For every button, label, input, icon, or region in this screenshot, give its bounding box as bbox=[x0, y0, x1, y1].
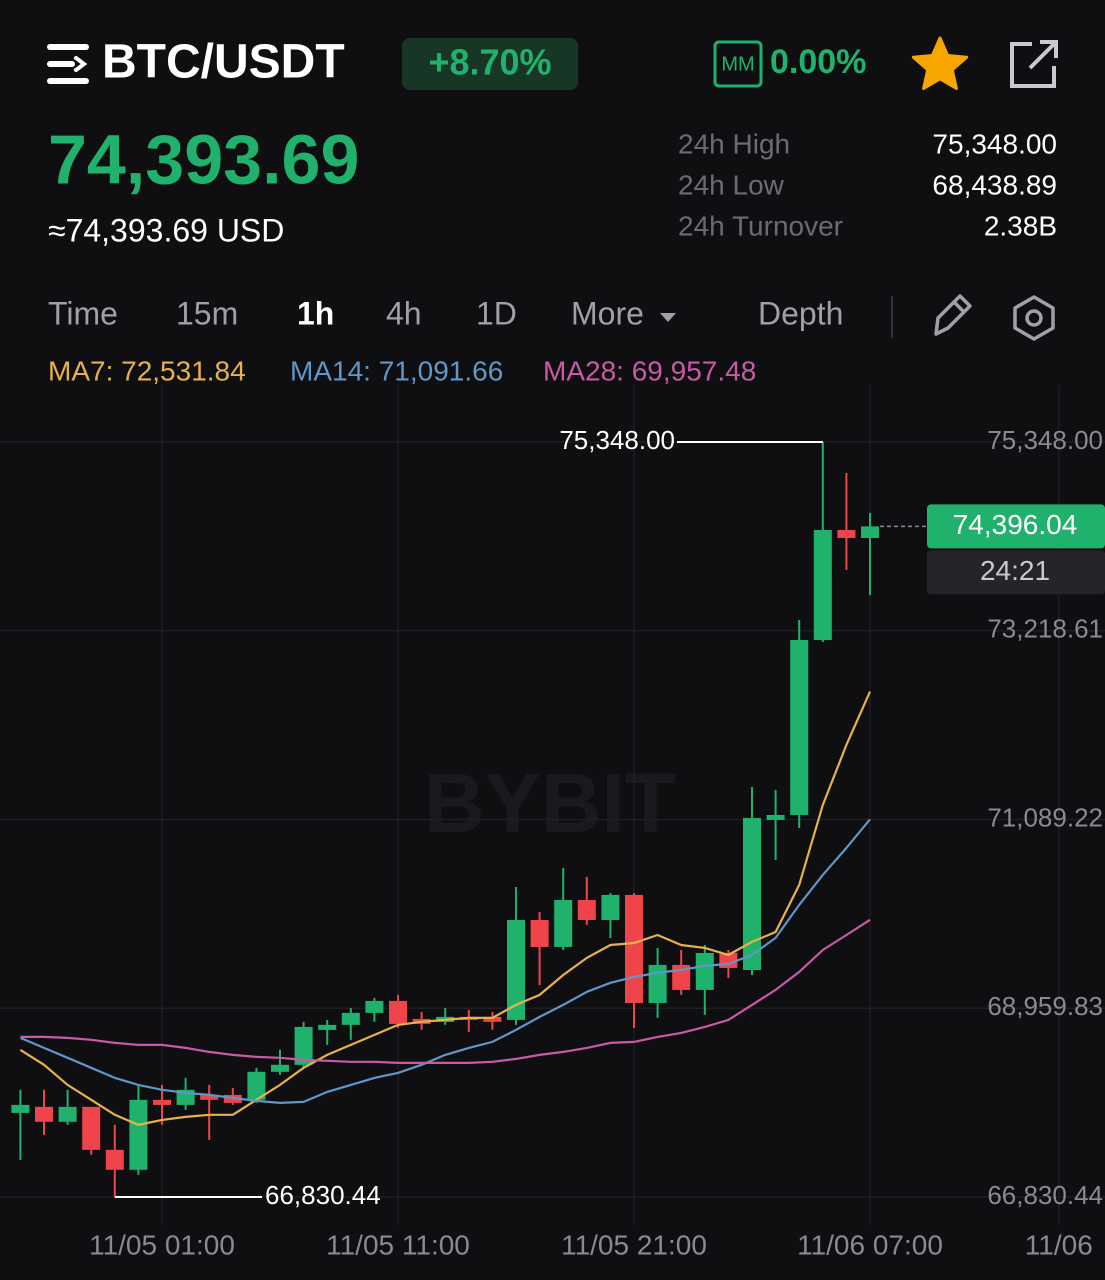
stat-label: 24h Low bbox=[678, 169, 785, 200]
watermark: BYBIT bbox=[424, 756, 676, 850]
candle-body bbox=[82, 1106, 101, 1150]
tab[interactable]: 15m bbox=[176, 295, 238, 331]
mm-value: 0.00% bbox=[770, 43, 866, 81]
y-tick-label: 75,348.00 bbox=[987, 425, 1103, 455]
share-arrow bbox=[1028, 40, 1058, 70]
countdown-tag bbox=[927, 550, 1105, 595]
x-tick-label: 11/05 21:00 bbox=[561, 1229, 707, 1260]
pencil bbox=[934, 294, 972, 336]
candle-body bbox=[766, 814, 785, 820]
draw-tool-icon[interactable] bbox=[934, 294, 972, 336]
candle-body bbox=[294, 1026, 313, 1065]
change-badge bbox=[402, 38, 578, 90]
x-tick-label: 11/06 bbox=[1025, 1229, 1093, 1260]
candle-body bbox=[389, 1000, 407, 1024]
candle-body bbox=[153, 1099, 171, 1105]
stat-value: 2.38B bbox=[984, 210, 1057, 241]
candle-body bbox=[695, 952, 714, 990]
y-tick-label: 71,089.22 bbox=[987, 802, 1103, 832]
candle-body bbox=[648, 964, 667, 1003]
pair-title[interactable]: BTC/USDT bbox=[102, 36, 345, 89]
usd-price: ≈74,393.69 USD bbox=[48, 212, 284, 248]
settings-icon[interactable] bbox=[1013, 295, 1055, 341]
candle-body bbox=[58, 1106, 77, 1122]
y-tick-label: 66,830.44 bbox=[987, 1180, 1103, 1210]
candlestick-chart: BYBIT 11/05 01:00 11/05 11:00 11/05 21:00 11… bbox=[0, 355, 1105, 1260]
candle-body bbox=[530, 920, 549, 947]
candle-body bbox=[601, 894, 620, 921]
last-price: 74,393.69 bbox=[48, 120, 359, 198]
candle-body bbox=[11, 1104, 30, 1113]
tab[interactable]: 1D bbox=[476, 295, 517, 331]
candle-body bbox=[507, 920, 525, 1020]
tab[interactable]: Depth bbox=[758, 295, 843, 331]
y-tick-label: 73,218.61 bbox=[987, 614, 1103, 644]
x-tick-label: 11/05 01:00 bbox=[89, 1229, 235, 1260]
ma-legend: MA7: 72,531.84 bbox=[48, 355, 246, 386]
candle-body bbox=[365, 1000, 384, 1013]
last-price-tag bbox=[927, 504, 1105, 549]
candle-body bbox=[554, 899, 573, 947]
ma-line bbox=[20, 918, 871, 1064]
share-icon[interactable] bbox=[1010, 40, 1058, 88]
share-box bbox=[1010, 42, 1056, 88]
stat-label: 24h High bbox=[678, 128, 790, 159]
menu-arrow bbox=[74, 56, 88, 72]
candle-body bbox=[577, 899, 596, 921]
tab[interactable]: 4h bbox=[386, 295, 422, 331]
change-percent: +8.70% bbox=[428, 42, 551, 83]
candle-body bbox=[341, 1012, 360, 1025]
candle-body bbox=[129, 1099, 148, 1170]
x-tick-label: 11/05 11:00 bbox=[326, 1229, 470, 1260]
low-marker-label: 66,830.44 bbox=[265, 1180, 381, 1210]
candle-body bbox=[837, 530, 856, 538]
stat-value: 75,348.00 bbox=[932, 128, 1057, 159]
y-tick-label: 68,959.83 bbox=[987, 991, 1103, 1021]
countdown-label: 24:21 bbox=[980, 555, 1050, 586]
mm-icon-box[interactable] bbox=[713, 40, 763, 88]
favorite-star[interactable] bbox=[911, 36, 969, 90]
candle-body bbox=[271, 1064, 289, 1072]
hexagon bbox=[1013, 295, 1055, 341]
settings-center bbox=[1025, 309, 1043, 327]
candle-body bbox=[200, 1094, 219, 1100]
stat-label: 24h Turnover bbox=[678, 210, 843, 241]
menu-icon[interactable] bbox=[47, 44, 89, 84]
candle-body bbox=[743, 817, 761, 970]
last-price-label: 74,396.04 bbox=[953, 509, 1078, 540]
candle-body bbox=[105, 1149, 124, 1170]
tab-active[interactable]: 1h bbox=[297, 295, 334, 331]
ma-line bbox=[19, 818, 871, 1105]
candle-body bbox=[318, 1024, 337, 1030]
candle-body bbox=[813, 530, 832, 641]
candle-body bbox=[625, 894, 643, 1003]
stat-value: 68,438.89 bbox=[932, 169, 1057, 200]
mm-icon: MM bbox=[721, 53, 754, 75]
ma-line bbox=[19, 691, 872, 1126]
candle-body bbox=[247, 1071, 266, 1100]
candle-body bbox=[790, 640, 809, 815]
candle-body bbox=[483, 1016, 502, 1022]
dropdown-caret bbox=[660, 313, 676, 322]
ma-legend: MA28: 69,957.48 bbox=[543, 355, 756, 386]
candle-body bbox=[861, 526, 879, 538]
high-marker-label: 75,348.00 bbox=[559, 425, 675, 455]
ma-legend: MA14: 71,091.66 bbox=[290, 355, 503, 386]
tab[interactable]: Time bbox=[48, 295, 118, 331]
tab[interactable]: More bbox=[571, 295, 644, 331]
x-tick-label: 11/06 07:00 bbox=[797, 1229, 943, 1260]
candle-body bbox=[35, 1106, 53, 1122]
